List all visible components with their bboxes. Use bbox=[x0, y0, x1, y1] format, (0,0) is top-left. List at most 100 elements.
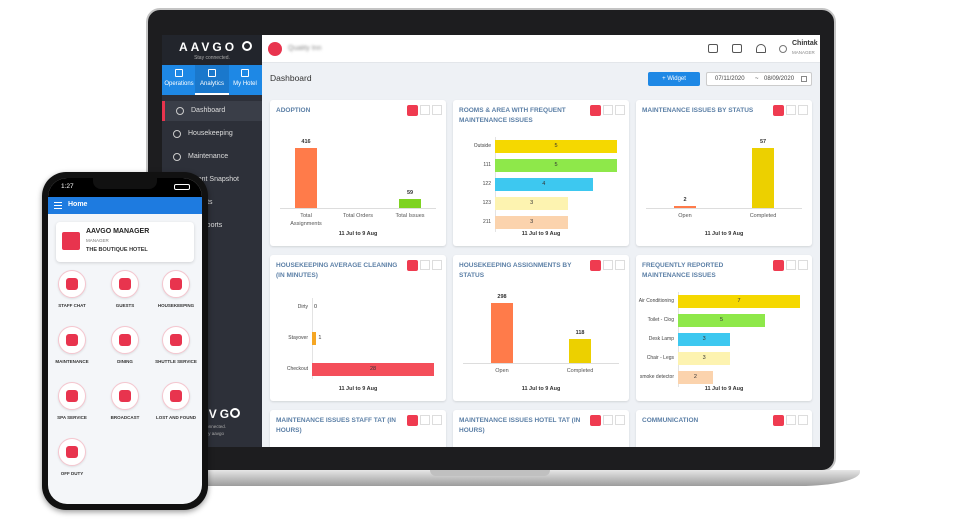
tile-label: HOUSEKEEPING bbox=[157, 303, 195, 308]
header-icon[interactable] bbox=[732, 44, 742, 53]
footer-mark bbox=[230, 408, 240, 418]
widget: HOUSEKEEPING ASSIGNMENTS BY STATUS 298 Ope… bbox=[453, 255, 629, 401]
tab-label: Analytics bbox=[199, 81, 224, 87]
bar bbox=[495, 178, 593, 191]
bar bbox=[295, 148, 317, 208]
icon-glyph bbox=[66, 446, 78, 458]
category-label: 123 bbox=[482, 200, 491, 206]
delete-button[interactable] bbox=[407, 105, 418, 116]
category-label: Open bbox=[495, 368, 509, 374]
tile[interactable]: BROADCAST bbox=[98, 382, 152, 432]
tab[interactable]: My Hotel bbox=[228, 65, 262, 95]
tile[interactable]: MAINTENANCE bbox=[48, 326, 99, 376]
bar bbox=[678, 333, 731, 346]
phone-screen: 1:27 Home AAVGO MANAGER MANAGER THE BOUTIQUE… bbox=[48, 178, 202, 504]
tile[interactable]: STAFF CHAT bbox=[48, 270, 99, 320]
tile-label: STAFF CHAT bbox=[58, 303, 86, 308]
download-button[interactable] bbox=[786, 105, 796, 115]
tile[interactable]: HOUSEKEEPING bbox=[149, 270, 202, 320]
brand-mark bbox=[242, 41, 252, 51]
tile[interactable]: SPA SERVICE bbox=[48, 382, 99, 432]
delete-button[interactable] bbox=[590, 415, 601, 426]
category-label: Completed bbox=[566, 368, 594, 374]
category-label: Total Orders bbox=[343, 213, 373, 219]
expand-button[interactable] bbox=[615, 415, 625, 425]
expand-button[interactable] bbox=[432, 415, 442, 425]
menu-icon bbox=[176, 107, 184, 115]
menu-label: ement Snapshot bbox=[188, 176, 239, 183]
delete-button[interactable] bbox=[407, 415, 418, 426]
notch bbox=[93, 178, 157, 189]
delete-button[interactable] bbox=[773, 105, 784, 116]
header-icon[interactable] bbox=[708, 44, 718, 53]
header-icon[interactable] bbox=[756, 44, 766, 53]
tile-icon bbox=[111, 270, 139, 298]
laptop-screen: AAVGO Stay connected. Operations Analytics M… bbox=[162, 35, 820, 447]
category-label: Air Conditioning bbox=[638, 298, 674, 304]
category-label: smoke detector bbox=[639, 374, 674, 380]
date-to: 08/09/2020 bbox=[764, 76, 795, 82]
user-name: Chintak bbox=[792, 40, 818, 47]
menu-icon bbox=[173, 153, 181, 161]
expand-button[interactable] bbox=[432, 260, 442, 270]
tile[interactable]: GUESTS bbox=[98, 270, 152, 320]
tile-icon bbox=[162, 326, 190, 354]
widget-title: COMMUNICATION bbox=[642, 417, 699, 424]
widget-title: HOUSEKEEPING AVERAGE CLEANING (IN MINUTE… bbox=[276, 262, 398, 279]
widget: FREQUENTLY REPORTED MAINTENANCE ISSUES Ai… bbox=[636, 255, 812, 401]
bar bbox=[752, 148, 774, 208]
avatar bbox=[62, 232, 80, 250]
delete-button[interactable] bbox=[773, 260, 784, 271]
widget-footer: 11 Jul to 9 Aug bbox=[338, 386, 378, 392]
widget-button[interactable]: + Widget bbox=[648, 72, 700, 86]
value-label: 4 bbox=[542, 181, 546, 187]
download-button[interactable] bbox=[420, 260, 430, 270]
tile[interactable]: SHUTTLE SERVICE bbox=[149, 326, 202, 376]
download-button[interactable] bbox=[603, 415, 613, 425]
expand-button[interactable] bbox=[798, 415, 808, 425]
delete-button[interactable] bbox=[407, 260, 418, 271]
download-button[interactable] bbox=[786, 415, 796, 425]
download-button[interactable] bbox=[420, 105, 430, 115]
download-button[interactable] bbox=[603, 260, 613, 270]
menu-item[interactable]: Dashboard bbox=[162, 101, 262, 121]
expand-button[interactable] bbox=[615, 260, 625, 270]
tab-label: My Hotel bbox=[233, 81, 257, 87]
user-role: MANAGER bbox=[792, 50, 815, 55]
tab[interactable]: Analytics bbox=[195, 65, 229, 95]
menu-item[interactable]: Maintenance bbox=[162, 147, 262, 167]
download-button[interactable] bbox=[420, 415, 430, 425]
bar bbox=[678, 295, 800, 308]
tile[interactable]: OFF DUTY bbox=[48, 438, 99, 488]
icon-glyph bbox=[66, 334, 78, 346]
delete-button[interactable] bbox=[590, 260, 601, 271]
date-separator: ~ bbox=[755, 76, 759, 82]
header: Quality Inn Chintak MANAGER bbox=[262, 35, 820, 63]
bar bbox=[678, 314, 766, 327]
expand-button[interactable] bbox=[798, 260, 808, 270]
category-label: 122 bbox=[482, 181, 491, 187]
value-label: 5 bbox=[554, 143, 558, 149]
expand-button[interactable] bbox=[798, 105, 808, 115]
footer-credit: d by aavgo bbox=[202, 431, 225, 436]
delete-button[interactable] bbox=[773, 415, 784, 426]
download-button[interactable] bbox=[603, 105, 613, 115]
tile-icon bbox=[58, 438, 86, 466]
widget-title: MAINTENANCE ISSUES STAFF TAT (IN HOURS) bbox=[276, 417, 396, 434]
tile-label: BROADCAST bbox=[110, 415, 140, 420]
tile[interactable]: LOST AND FOUND bbox=[149, 382, 202, 432]
menu-item[interactable]: Housekeeping bbox=[162, 124, 262, 144]
tile[interactable]: DINING bbox=[98, 326, 152, 376]
download-button[interactable] bbox=[786, 260, 796, 270]
widget-title: HOUSEKEEPING ASSIGNMENTS BY STATUS bbox=[459, 262, 572, 279]
tab-icon bbox=[208, 69, 216, 77]
expand-button[interactable] bbox=[432, 105, 442, 115]
tab[interactable]: Operations bbox=[162, 65, 196, 95]
delete-button[interactable] bbox=[590, 105, 601, 116]
expand-button[interactable] bbox=[615, 105, 625, 115]
menu-button[interactable] bbox=[268, 42, 282, 56]
bar bbox=[495, 197, 569, 210]
date-range[interactable]: 07/11/2020 ~08/09/2020 bbox=[706, 72, 812, 86]
tile-label: OFF DUTY bbox=[60, 471, 84, 476]
